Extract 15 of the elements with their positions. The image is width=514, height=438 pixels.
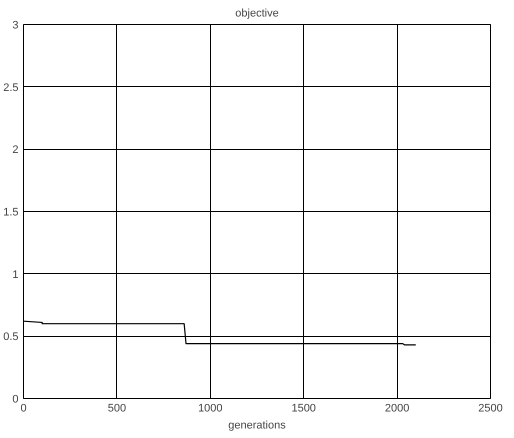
y-tick-label: 2.5 — [3, 82, 19, 94]
y-tick-label: 0.5 — [3, 331, 19, 344]
x-tick-label: 2000 — [384, 402, 410, 414]
x-tick-label: 1500 — [291, 402, 316, 414]
x-axis-title: generations — [228, 420, 286, 432]
y-tick-label: 0 — [12, 394, 19, 406]
chart-title: objective — [235, 8, 279, 20]
x-tick-label: 1000 — [198, 402, 223, 414]
y-tick-label: 3 — [12, 20, 19, 32]
y-tick-label: 1 — [12, 268, 19, 281]
x-tick-label: 2500 — [478, 402, 503, 414]
x-tick-label: 500 — [108, 402, 126, 414]
x-tick-label: 0 — [20, 402, 27, 414]
y-tick-label: 2 — [12, 144, 19, 156]
y-tick-label: 1.5 — [3, 206, 19, 218]
